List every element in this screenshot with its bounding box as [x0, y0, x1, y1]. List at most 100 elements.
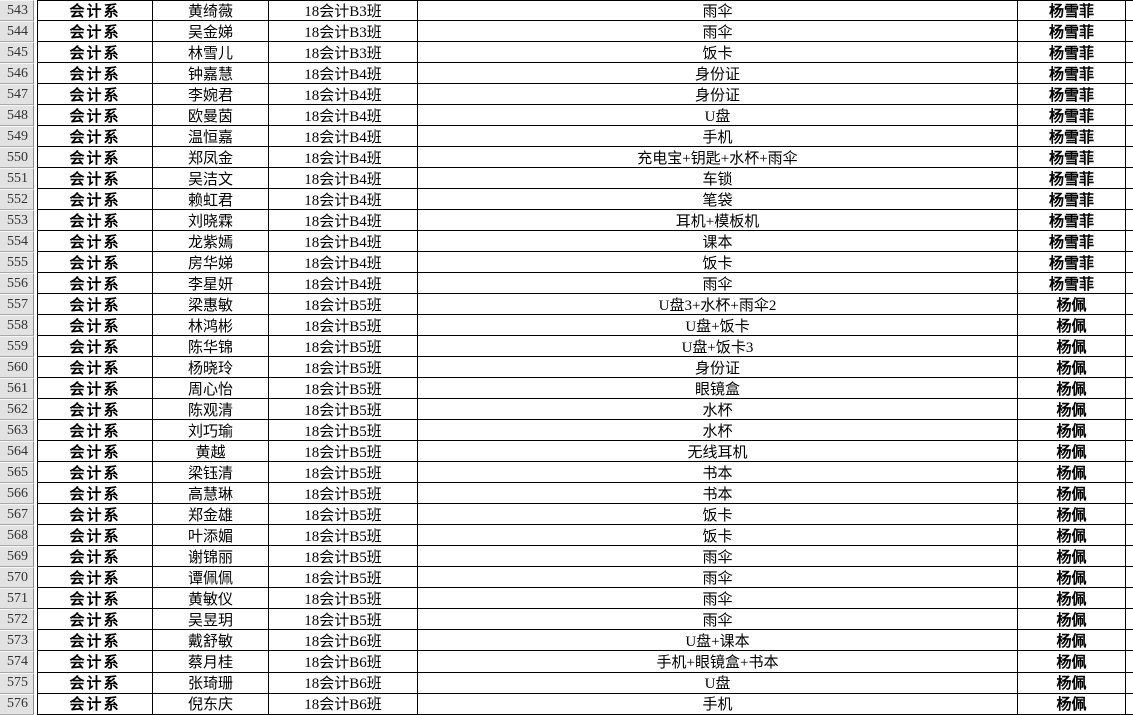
clipped-next-column-cell[interactable]	[1126, 693, 1133, 715]
student-name-cell[interactable]: 钟嘉慧	[153, 63, 269, 85]
row-number-header[interactable]: 571	[0, 588, 34, 610]
clipped-next-column-cell[interactable]	[1126, 546, 1133, 568]
items-cell[interactable]: 笔袋	[418, 189, 1018, 211]
clipped-next-column-cell[interactable]	[1126, 189, 1133, 211]
student-name-cell[interactable]: 高慧琳	[153, 483, 269, 505]
clipped-next-column-cell[interactable]	[1126, 525, 1133, 547]
row-number-header[interactable]: 550	[0, 147, 34, 169]
class-cell[interactable]: 18会计B4班	[269, 231, 418, 253]
department-cell[interactable]: 会计系	[37, 294, 153, 316]
department-cell[interactable]: 会计系	[37, 462, 153, 484]
class-cell[interactable]: 18会计B5班	[269, 525, 418, 547]
student-name-cell[interactable]: 赖虹君	[153, 189, 269, 211]
clipped-next-column-cell[interactable]	[1126, 630, 1133, 652]
class-cell[interactable]: 18会计B3班	[269, 21, 418, 43]
items-cell[interactable]: 雨伞	[418, 273, 1018, 295]
items-cell[interactable]: 书本	[418, 462, 1018, 484]
items-cell[interactable]: 饭卡	[418, 525, 1018, 547]
department-cell[interactable]: 会计系	[37, 609, 153, 631]
student-name-cell[interactable]: 黄越	[153, 441, 269, 463]
class-cell[interactable]: 18会计B5班	[269, 378, 418, 400]
class-cell[interactable]: 18会计B6班	[269, 672, 418, 694]
keeper-cell[interactable]: 杨雪菲	[1018, 84, 1126, 106]
department-cell[interactable]: 会计系	[37, 504, 153, 526]
class-cell[interactable]: 18会计B5班	[269, 567, 418, 589]
row-number-header[interactable]: 573	[0, 630, 34, 652]
items-cell[interactable]: U盘3+水杯+雨伞2	[418, 294, 1018, 316]
class-cell[interactable]: 18会计B5班	[269, 462, 418, 484]
items-cell[interactable]: 课本	[418, 231, 1018, 253]
class-cell[interactable]: 18会计B5班	[269, 336, 418, 358]
clipped-next-column-cell[interactable]	[1126, 168, 1133, 190]
department-cell[interactable]: 会计系	[37, 84, 153, 106]
items-cell[interactable]: 手机	[418, 693, 1018, 715]
student-name-cell[interactable]: 欧曼茵	[153, 105, 269, 127]
row-number-header[interactable]: 560	[0, 357, 34, 379]
clipped-next-column-cell[interactable]	[1126, 210, 1133, 232]
keeper-cell[interactable]: 杨佩	[1018, 630, 1126, 652]
student-name-cell[interactable]: 龙紫嫣	[153, 231, 269, 253]
student-name-cell[interactable]: 张琦珊	[153, 672, 269, 694]
student-name-cell[interactable]: 蔡月桂	[153, 651, 269, 673]
department-cell[interactable]: 会计系	[37, 567, 153, 589]
class-cell[interactable]: 18会计B5班	[269, 294, 418, 316]
department-cell[interactable]: 会计系	[37, 42, 153, 64]
class-cell[interactable]: 18会计B4班	[269, 168, 418, 190]
items-cell[interactable]: 雨伞	[418, 609, 1018, 631]
keeper-cell[interactable]: 杨佩	[1018, 378, 1126, 400]
department-cell[interactable]: 会计系	[37, 651, 153, 673]
student-name-cell[interactable]: 倪东庆	[153, 693, 269, 715]
items-cell[interactable]: 雨伞	[418, 546, 1018, 568]
department-cell[interactable]: 会计系	[37, 126, 153, 148]
row-number-header[interactable]: 556	[0, 273, 34, 295]
items-cell[interactable]: 耳机+模板机	[418, 210, 1018, 232]
class-cell[interactable]: 18会计B5班	[269, 441, 418, 463]
student-name-cell[interactable]: 周心怡	[153, 378, 269, 400]
class-cell[interactable]: 18会计B5班	[269, 546, 418, 568]
items-cell[interactable]: 饭卡	[418, 504, 1018, 526]
class-cell[interactable]: 18会计B4班	[269, 63, 418, 85]
clipped-next-column-cell[interactable]	[1126, 84, 1133, 106]
department-cell[interactable]: 会计系	[37, 357, 153, 379]
items-cell[interactable]: 身份证	[418, 357, 1018, 379]
items-cell[interactable]: 饭卡	[418, 42, 1018, 64]
row-number-header[interactable]: 576	[0, 693, 34, 715]
keeper-cell[interactable]: 杨雪菲	[1018, 168, 1126, 190]
student-name-cell[interactable]: 戴舒敏	[153, 630, 269, 652]
clipped-next-column-cell[interactable]	[1126, 357, 1133, 379]
row-number-header[interactable]: 565	[0, 462, 34, 484]
clipped-next-column-cell[interactable]	[1126, 105, 1133, 127]
clipped-next-column-cell[interactable]	[1126, 126, 1133, 148]
clipped-next-column-cell[interactable]	[1126, 462, 1133, 484]
row-number-header[interactable]: 567	[0, 504, 34, 526]
keeper-cell[interactable]: 杨佩	[1018, 651, 1126, 673]
items-cell[interactable]: U盘+饭卡3	[418, 336, 1018, 358]
clipped-next-column-cell[interactable]	[1126, 42, 1133, 64]
keeper-cell[interactable]: 杨佩	[1018, 588, 1126, 610]
clipped-next-column-cell[interactable]	[1126, 0, 1133, 22]
clipped-next-column-cell[interactable]	[1126, 378, 1133, 400]
row-number-header[interactable]: 545	[0, 42, 34, 64]
items-cell[interactable]: 充电宝+钥匙+水杯+雨伞	[418, 147, 1018, 169]
keeper-cell[interactable]: 杨佩	[1018, 294, 1126, 316]
class-cell[interactable]: 18会计B4班	[269, 84, 418, 106]
department-cell[interactable]: 会计系	[37, 399, 153, 421]
row-number-header[interactable]: 551	[0, 168, 34, 190]
row-number-header[interactable]: 546	[0, 63, 34, 85]
keeper-cell[interactable]: 杨佩	[1018, 420, 1126, 442]
keeper-cell[interactable]: 杨雪菲	[1018, 63, 1126, 85]
row-number-header[interactable]: 548	[0, 105, 34, 127]
clipped-next-column-cell[interactable]	[1126, 420, 1133, 442]
keeper-cell[interactable]: 杨雪菲	[1018, 21, 1126, 43]
keeper-cell[interactable]: 杨佩	[1018, 441, 1126, 463]
department-cell[interactable]: 会计系	[37, 588, 153, 610]
student-name-cell[interactable]: 刘巧瑜	[153, 420, 269, 442]
department-cell[interactable]: 会计系	[37, 252, 153, 274]
keeper-cell[interactable]: 杨佩	[1018, 504, 1126, 526]
student-name-cell[interactable]: 陈华锦	[153, 336, 269, 358]
student-name-cell[interactable]: 谢锦丽	[153, 546, 269, 568]
clipped-next-column-cell[interactable]	[1126, 651, 1133, 673]
student-name-cell[interactable]: 陈观清	[153, 399, 269, 421]
student-name-cell[interactable]: 叶添媚	[153, 525, 269, 547]
keeper-cell[interactable]: 杨佩	[1018, 567, 1126, 589]
